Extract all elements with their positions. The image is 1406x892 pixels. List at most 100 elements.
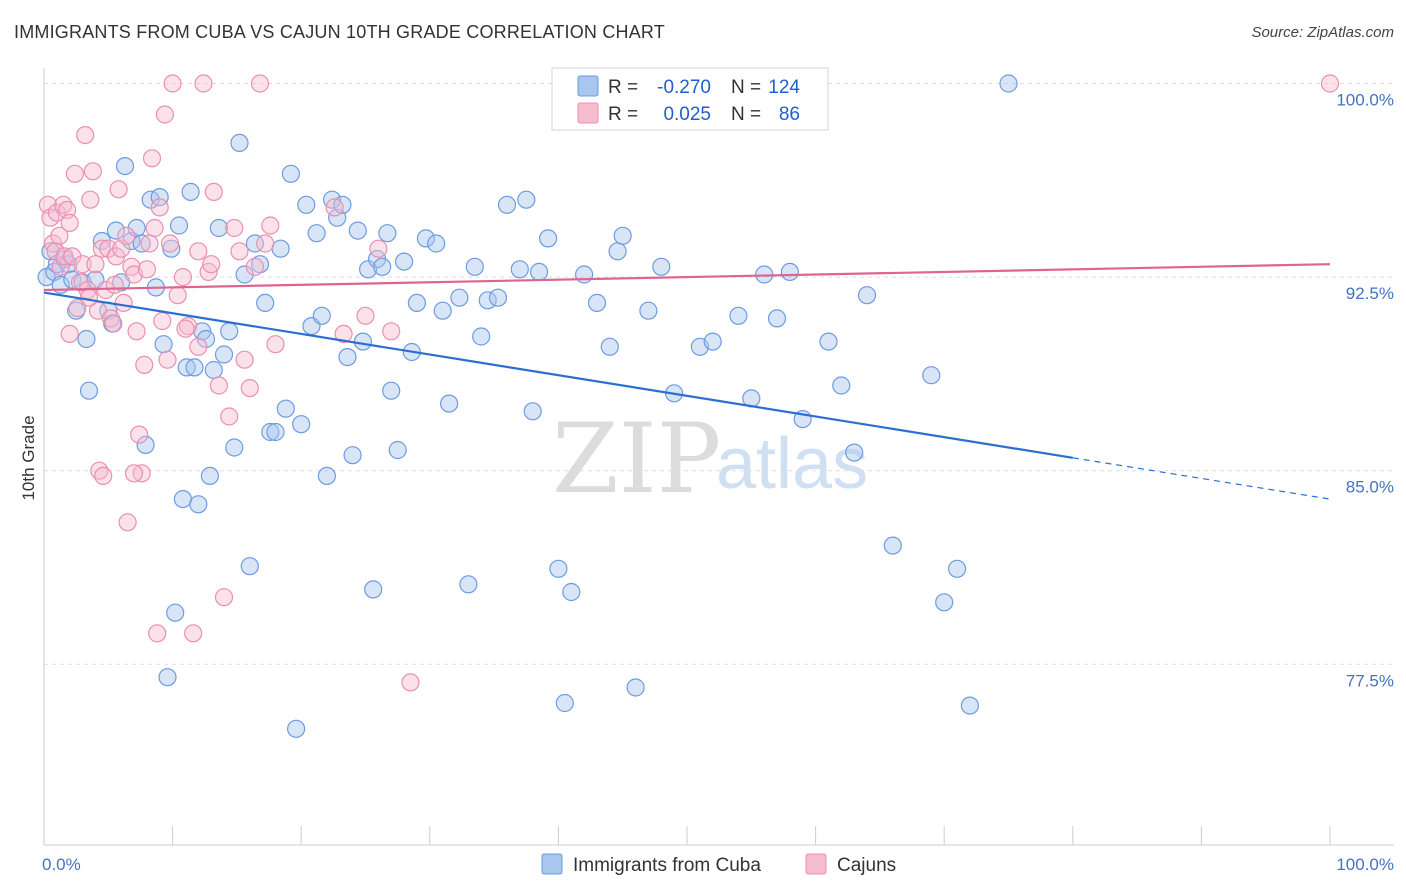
point-cuba-100 <box>600 337 619 356</box>
y-tick-label-2: 85.0% <box>1346 478 1394 497</box>
point-cuba-96 <box>555 693 574 713</box>
point-cajun-80 <box>202 255 221 274</box>
legend-n-value-cajun: 86 <box>779 104 800 125</box>
point-cuba-43 <box>225 438 244 457</box>
point-cajun-37 <box>127 322 146 341</box>
point-cuba-124 <box>999 74 1018 93</box>
point-cajun-16 <box>76 126 95 145</box>
point-cuba-57 <box>297 195 316 214</box>
point-cuba-69 <box>359 260 378 279</box>
point-cuba-78 <box>407 293 426 312</box>
point-cajun-15 <box>73 255 92 274</box>
legend-n-value-cuba: 124 <box>768 77 800 98</box>
point-cuba-118 <box>857 286 877 305</box>
point-cuba-84 <box>459 575 478 594</box>
y-tick-label-3: 77.5% <box>1346 671 1394 690</box>
y-tick-label-0: 100.0% <box>1336 90 1394 109</box>
point-cuba-112 <box>767 309 787 328</box>
point-cajun-61 <box>214 588 234 607</box>
legend-n-label-cuba: N = <box>731 77 761 98</box>
point-cajun-74 <box>356 306 375 325</box>
point-cuba-32 <box>177 358 196 377</box>
point-cuba-50 <box>261 422 280 442</box>
watermark-atlas: atlas <box>716 424 868 504</box>
point-cajun-71 <box>266 335 285 354</box>
point-cuba-89 <box>497 195 517 214</box>
point-cajun-30 <box>109 180 128 199</box>
point-cajun-44 <box>145 218 164 238</box>
point-cuba-55 <box>287 719 306 738</box>
point-cajun-41 <box>137 260 156 279</box>
point-cuba-101 <box>608 242 627 261</box>
point-cuba-27 <box>158 668 177 687</box>
point-cuba-37 <box>196 329 216 349</box>
point-cuba-72 <box>373 257 392 276</box>
point-cuba-21 <box>132 234 151 253</box>
point-cajun-69 <box>256 234 275 253</box>
legend-r-value-cajun: 0.025 <box>663 104 711 125</box>
point-cuba-93 <box>529 262 549 281</box>
point-cuba-51 <box>266 422 285 442</box>
point-cuba-92 <box>523 402 542 421</box>
point-cajun-18 <box>81 190 100 209</box>
point-cuba-18 <box>115 157 135 176</box>
point-cuba-59 <box>307 224 326 243</box>
point-cajun-59 <box>204 182 223 201</box>
point-cajun-75 <box>369 239 388 258</box>
point-cajun-67 <box>245 257 264 276</box>
point-cuba-104 <box>639 301 658 320</box>
point-cuba-123 <box>960 696 980 715</box>
point-cuba-61 <box>317 466 336 485</box>
point-cuba-103 <box>626 678 645 697</box>
point-cuba-48 <box>250 255 270 274</box>
point-cajun-6 <box>51 257 70 276</box>
point-cajun-45 <box>148 624 167 643</box>
point-cuba-80 <box>427 234 446 253</box>
point-cuba-42 <box>220 322 239 341</box>
point-cuba-33 <box>181 182 200 201</box>
chart-title: IMMIGRANTS FROM CUBA VS CAJUN 10TH GRADE… <box>14 22 666 42</box>
legend-swatch-cajun <box>577 102 599 124</box>
point-cajun-72 <box>325 198 344 217</box>
point-cajun-38 <box>130 425 149 444</box>
point-cuba-40 <box>209 218 228 238</box>
bottom-legend-swatch-cuba <box>541 853 563 875</box>
x-ticks <box>43 826 1331 845</box>
legend-swatch-cuba <box>577 75 599 97</box>
point-cuba-66 <box>343 446 362 465</box>
point-cuba-87 <box>478 291 497 310</box>
point-cajun-26 <box>99 239 118 258</box>
point-cajun-78 <box>189 242 208 261</box>
point-cuba-26 <box>154 335 173 354</box>
bottom-legend-label-cajun: Cajuns <box>837 855 896 876</box>
point-cajun-14 <box>70 273 90 292</box>
x-tick-label-min: 0.0% <box>42 855 81 874</box>
point-cuba-70 <box>364 580 383 599</box>
point-cuba-56 <box>292 415 311 434</box>
point-cajun-39 <box>132 464 151 483</box>
point-cuba-115 <box>819 332 838 351</box>
legend-r-label-cajun: R = <box>608 104 638 125</box>
point-cuba-10 <box>77 329 96 349</box>
point-cuba-83 <box>450 288 469 307</box>
trend-layer <box>43 263 1331 500</box>
y-axis-title: 10th Grade <box>19 415 38 500</box>
point-cuba-34 <box>185 358 204 377</box>
point-cajun-56 <box>189 337 208 356</box>
bottom-legend-swatch-cajun <box>805 853 827 875</box>
point-cajun-49 <box>158 350 177 369</box>
point-cajun-76 <box>382 322 401 341</box>
point-cuba-53 <box>276 399 295 418</box>
bottom-legend-label-cuba: Immigrants from Cuba <box>573 855 761 876</box>
point-cuba-60 <box>312 306 331 325</box>
point-cuba-38 <box>200 466 219 485</box>
point-cuba-44 <box>230 133 249 152</box>
point-cajun-77 <box>401 673 420 692</box>
point-cuba-119 <box>883 536 902 555</box>
point-cajun-73 <box>334 324 353 343</box>
point-cuba-30 <box>169 216 189 235</box>
point-cajun-48 <box>155 105 174 124</box>
point-cuba-102 <box>613 226 632 245</box>
point-cajun-60 <box>209 376 228 395</box>
